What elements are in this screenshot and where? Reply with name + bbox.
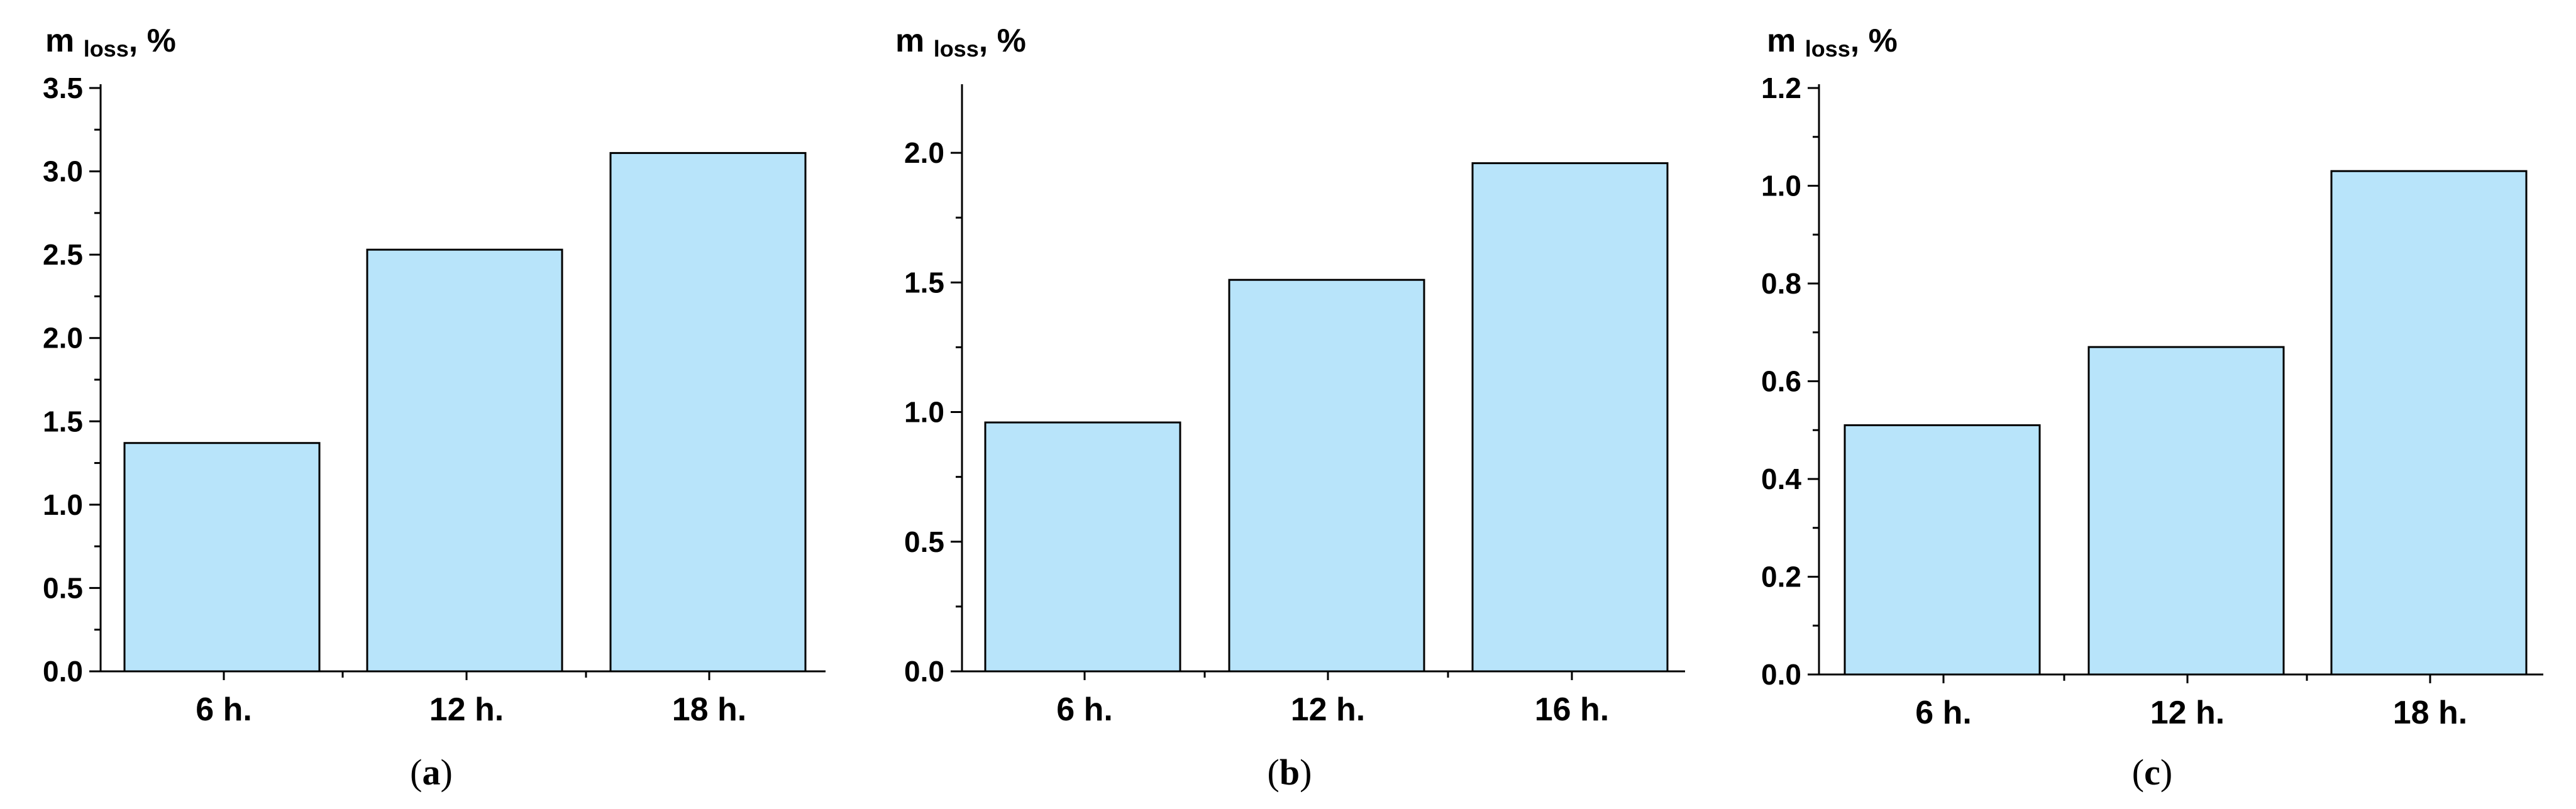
y-tick-label: 1.0 [1761, 170, 1801, 202]
panel-label: (a) [410, 752, 453, 793]
x-tick-label: 12 h. [2150, 695, 2225, 731]
bar-b-3 [1471, 162, 1669, 673]
y-tick-label: 2.0 [43, 322, 83, 355]
panel-label: (c) [2132, 752, 2172, 793]
y-tick-label: 0.5 [43, 571, 83, 604]
bar-c-1 [1844, 424, 2041, 676]
y-tick-label: 0.2 [1761, 561, 1801, 593]
y-tick-label: 1.5 [43, 405, 83, 438]
y-tick-label: 0.0 [1761, 658, 1801, 691]
y-tick-label: 0.0 [43, 655, 83, 688]
x-tick-label: 12 h. [429, 691, 504, 728]
y-tick-label: 3.5 [43, 72, 83, 104]
y-tick-label: 0.4 [1761, 463, 1801, 495]
y-tick-label: 2.0 [904, 136, 944, 169]
panel-label: (b) [1268, 752, 1312, 793]
bar-a-1 [123, 442, 321, 673]
bar-a-2 [366, 248, 563, 673]
x-tick-label: 16 h. [1535, 691, 1610, 728]
bar-a-3 [609, 151, 807, 673]
y-axis-title: m loss, % [1767, 23, 1898, 62]
y-tick-label: 1.2 [1761, 72, 1801, 104]
y-axis-title: m loss, % [45, 23, 176, 62]
y-tick-label: 0.6 [1761, 365, 1801, 398]
bar-b-2 [1228, 278, 1425, 673]
bar-b-1 [984, 421, 1181, 673]
x-tick-label: 6 h. [196, 691, 252, 728]
y-tick-label: 0.5 [904, 526, 944, 558]
y-tick-label: 1.5 [904, 266, 944, 299]
x-tick-label: 18 h. [2393, 695, 2468, 731]
chart-panel-b: 0.0 0.5 1.0 1.5 2.0 6 h. 12 h. 16 h. m loss, % (b… [895, 23, 1685, 793]
y-tick-label: 3.0 [43, 155, 83, 188]
y-tick-label: 2.5 [43, 238, 83, 271]
y-tick-label: 0.0 [904, 655, 944, 688]
chart-panel-c: 0.0 0.2 0.4 0.6 0.8 1.0 1.2 6 h. 12 h. 18 h. m los… [1761, 23, 2543, 793]
y-axis-title: m loss, % [895, 23, 1026, 62]
y-tick-label: 1.0 [904, 396, 944, 429]
y-tick-label: 0.8 [1761, 267, 1801, 300]
bar-c-3 [2330, 170, 2528, 676]
x-tick-label: 12 h. [1291, 691, 1366, 728]
y-tick-label: 1.0 [43, 488, 83, 521]
chart-panel-a: 0.0 0.5 1.0 1.5 2.0 2.5 3.0 3.5 6 h. 12 h. 18 h. m … [43, 23, 826, 793]
x-tick-label: 6 h. [1915, 695, 1972, 731]
x-tick-label: 18 h. [672, 691, 747, 728]
bar-c-2 [2087, 346, 2285, 676]
x-tick-label: 6 h. [1056, 691, 1113, 728]
